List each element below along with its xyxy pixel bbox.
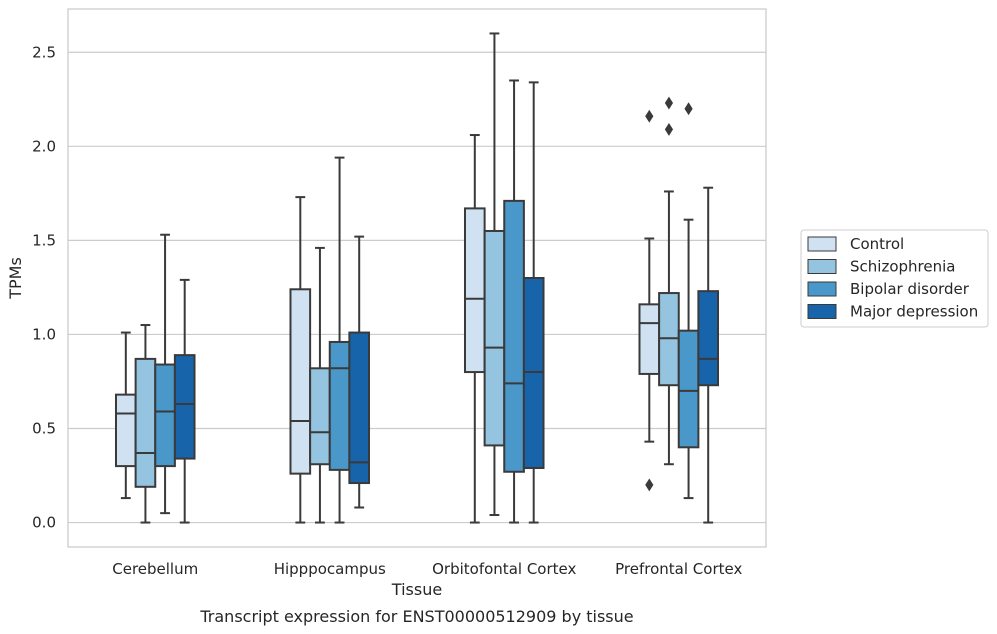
legend-swatch [807, 259, 837, 274]
legend-entry-label: Control [850, 235, 904, 253]
box-schizophrenia [134, 324, 157, 524]
box-body [483, 229, 506, 447]
box-bipolar-disorder [503, 79, 525, 524]
box-control [114, 331, 137, 500]
outlier-point [664, 96, 674, 110]
y-tick-label: 1.0 [32, 325, 56, 343]
box-schizophrenia [483, 32, 506, 517]
x-tick-label: Cerebellum [112, 560, 198, 578]
box-layer [114, 32, 720, 524]
x-axis-label: Tissue [391, 580, 442, 599]
box-body [638, 303, 661, 375]
x-tick-label: Orbitofontal Cortex [432, 560, 576, 578]
box-body [173, 354, 196, 460]
box-body [697, 290, 720, 387]
legend-swatch [807, 281, 837, 297]
box-body [114, 393, 137, 468]
outlier-point [645, 478, 654, 492]
box-body [134, 357, 157, 488]
x-tick-label: Hipppocampus [274, 560, 386, 578]
box-body [309, 367, 331, 466]
box-schizophrenia [658, 96, 680, 466]
outlier-point [684, 102, 693, 116]
box-bipolar-disorder [677, 102, 700, 500]
box-body [289, 288, 312, 475]
y-tick-labels: 0.0 0.5 1.0 1.5 2.0 2.5 [32, 43, 56, 531]
box-body [328, 340, 351, 471]
y-tick-label: 0.0 [32, 514, 56, 532]
box-body [348, 331, 371, 485]
outlier-point [664, 122, 674, 136]
legend-entry-label: Schizophrenia [850, 258, 955, 276]
box-control [463, 134, 486, 524]
box-body [463, 207, 486, 374]
box-control [289, 196, 312, 524]
x-tick-labels: Cerebellum Hipppocampus Orbitofontal Corte… [112, 560, 742, 578]
box-major-depression [697, 186, 720, 524]
x-tick-label: Prefrontal Cortex [615, 560, 742, 578]
chart-caption: Transcript expression for ENST0000051290… [199, 607, 633, 626]
box-major-depression [522, 81, 545, 524]
box-body [677, 329, 700, 449]
y-tick-label: 0.5 [32, 419, 56, 437]
box-major-depression [348, 235, 371, 509]
box-major-depression [173, 278, 196, 524]
legend-entry-label: Major depression [850, 303, 978, 321]
plot-frame [67, 8, 767, 548]
legend-swatch [807, 304, 837, 319]
legend-frame [800, 229, 989, 328]
box-schizophrenia [309, 246, 331, 524]
legend: Control Schizophrenia Bipolar disorder Majo… [800, 229, 989, 328]
legend-swatch [807, 236, 837, 252]
box-control [638, 109, 661, 492]
box-body [154, 363, 176, 468]
y-tick-label: 2.0 [32, 137, 56, 155]
y-tick-label: 2.5 [32, 43, 56, 61]
y-tick-label: 1.5 [32, 231, 56, 249]
y-axis-label: TPMs [6, 257, 25, 300]
box-body [503, 199, 525, 473]
box-bipolar-disorder [328, 156, 351, 524]
legend-entry-label: Bipolar disorder [850, 280, 970, 298]
box-bipolar-disorder [154, 233, 176, 515]
outlier-point [645, 109, 654, 123]
